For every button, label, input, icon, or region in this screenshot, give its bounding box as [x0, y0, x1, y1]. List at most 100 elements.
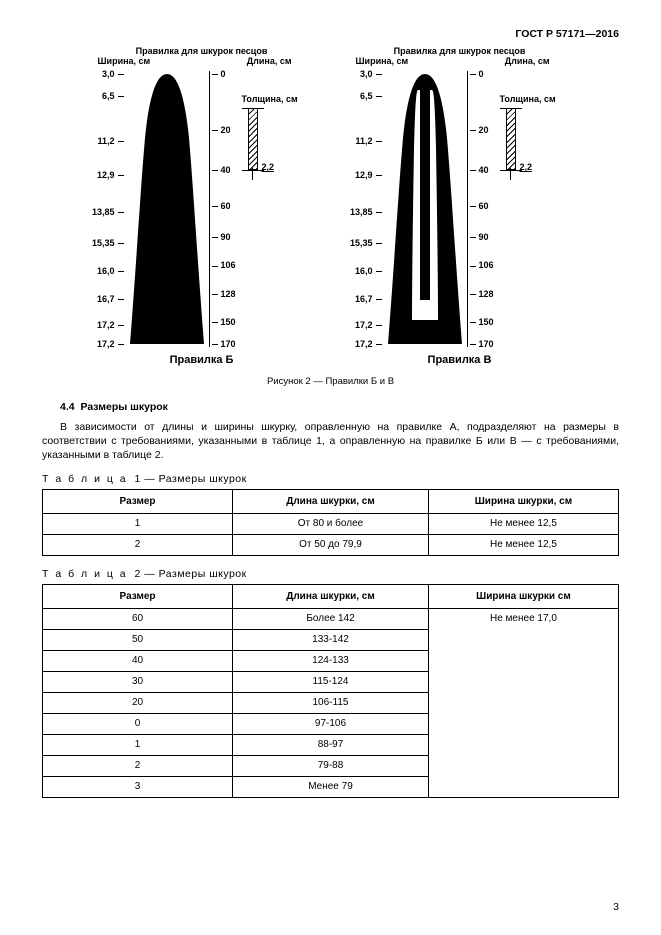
thickness-bar-icon [248, 108, 258, 170]
shape-area [124, 68, 210, 350]
left-axis-label: Ширина, см [356, 56, 409, 66]
right-scale: 020406090106128150170 [470, 68, 490, 350]
table-cell: 2 [43, 534, 233, 555]
right-tick: 60 [212, 201, 231, 211]
figure-row: Правилка для шкурок песцовШирина, смДлин… [42, 46, 619, 366]
page-number: 3 [613, 901, 619, 913]
right-tick: 170 [470, 339, 494, 349]
table2-caption-prefix: Т а б л и ц а [42, 568, 128, 580]
right-tick: 90 [212, 232, 231, 242]
table-cell: От 50 до 79,9 [233, 534, 429, 555]
table-row: 60Более 142Не менее 17,0 [43, 608, 619, 629]
right-tick: 90 [470, 232, 489, 242]
thickness-top-mark [242, 108, 264, 109]
right-tick: 20 [470, 125, 489, 135]
left-tick: 13,85 [350, 207, 382, 217]
table-cell: Не менее 17,0 [428, 608, 618, 797]
standard-header: ГОСТ Р 57171—2016 [42, 28, 619, 40]
table-cell: 133-142 [233, 629, 429, 650]
right-tick: 0 [470, 69, 484, 79]
left-tick: 12,9 [355, 170, 382, 180]
left-scale: 3,06,511,212,913,8515,3516,016,717,217,2 [350, 68, 384, 350]
table-cell: От 80 и более [233, 513, 429, 534]
diagram: Правилка для шкурок песцовШирина, см Длин… [350, 46, 570, 366]
right-tick: 150 [470, 317, 494, 327]
left-tick: 6,5 [360, 91, 382, 101]
left-tick: 16,7 [97, 294, 124, 304]
thickness-value: 2,2 [262, 162, 275, 172]
left-tick: 15,35 [92, 238, 124, 248]
figure-caption: Рисунок 2 — Правилки Б и В [42, 376, 619, 387]
left-tick: 3,0 [360, 69, 382, 79]
table2-caption-rest: — Размеры шкурок [144, 568, 247, 580]
table-cell: 60 [43, 608, 233, 629]
table-cell: 106-115 [233, 692, 429, 713]
table1-caption: Т а б л и ц а 1 — Размеры шкурок [42, 473, 619, 485]
ruler-line [209, 71, 210, 347]
thickness-bottom-mark [500, 170, 522, 171]
section-heading: 4.4 Размеры шкурок [60, 401, 619, 413]
table1-caption-num: 1 [134, 473, 140, 485]
diagram-title: Правилка для шкурок песцов [350, 46, 570, 56]
table-row: 1От 80 и болееНе менее 12,5 [43, 513, 619, 534]
table-cell: 3 [43, 776, 233, 797]
table-header: Ширина шкурки см [428, 584, 618, 608]
right-tick: 150 [212, 317, 236, 327]
section-title: Размеры шкурок [80, 401, 168, 413]
right-tick: 170 [212, 339, 236, 349]
left-axis-label: Ширина, см [98, 56, 151, 66]
left-tick: 16,0 [97, 266, 124, 276]
axis-labels: Ширина, см Длина, см [92, 56, 312, 66]
right-tick: 40 [470, 165, 489, 175]
table-cell: 115-124 [233, 671, 429, 692]
thickness-arrow-icon [252, 168, 253, 180]
right-tick: 20 [212, 125, 231, 135]
right-tick: 128 [212, 289, 236, 299]
diagram-title: Правилка для шкурок песцов [92, 46, 312, 56]
thickness-label: Толщина, см [242, 94, 302, 104]
table-cell: 50 [43, 629, 233, 650]
table2-caption-num: 2 [134, 568, 140, 580]
right-tick: 60 [470, 201, 489, 211]
right-axis-label: Длина, см [247, 56, 292, 66]
left-tick: 16,0 [355, 266, 382, 276]
table-cell: 2 [43, 755, 233, 776]
table1-caption-rest: — Размеры шкурок [144, 473, 247, 485]
right-tick: 0 [212, 69, 226, 79]
table-cell: Менее 79 [233, 776, 429, 797]
pattern-shape-icon [124, 68, 210, 350]
diagram: Правилка для шкурок песцовШирина, см Длин… [92, 46, 312, 366]
table-header: Размер [43, 489, 233, 513]
thickness-bar-icon [506, 108, 516, 170]
table-cell: 1 [43, 734, 233, 755]
diagram-name: Правилка В [350, 354, 570, 366]
thickness-arrow-icon [510, 168, 511, 180]
table-cell: 124-133 [233, 650, 429, 671]
table2: РазмерДлина шкурки, смШирина шкурки см60… [42, 584, 619, 798]
right-axis-label: Длина, см [505, 56, 550, 66]
table-cell: 20 [43, 692, 233, 713]
table2-caption: Т а б л и ц а 2 — Размеры шкурок [42, 568, 619, 580]
thickness-label: Толщина, см [500, 94, 560, 104]
left-tick: 11,2 [355, 136, 381, 146]
table-cell: 1 [43, 513, 233, 534]
right-tick: 106 [212, 260, 236, 270]
table-cell: Более 142 [233, 608, 429, 629]
right-tick: 106 [470, 260, 494, 270]
left-tick: 11,2 [97, 136, 123, 146]
ruler-line [467, 71, 468, 347]
table-header: Размер [43, 584, 233, 608]
diagram-name: Правилка Б [92, 354, 312, 366]
thickness-value: 2,2 [520, 162, 533, 172]
axis-labels: Ширина, см Длина, см [350, 56, 570, 66]
left-scale: 3,06,511,212,913,8515,3516,016,717,217,2 [92, 68, 126, 350]
left-tick: 16,7 [355, 294, 382, 304]
section-number: 4.4 [60, 401, 75, 413]
right-scale: 020406090106128150170 [212, 68, 232, 350]
thickness-bottom-mark [242, 170, 264, 171]
left-tick: 13,85 [92, 207, 124, 217]
diagram-body: 3,06,511,212,913,8515,3516,016,717,217,2… [350, 68, 570, 350]
table-cell: 0 [43, 713, 233, 734]
diagram-body: 3,06,511,212,913,8515,3516,016,717,217,2… [92, 68, 312, 350]
table-cell: 97-106 [233, 713, 429, 734]
